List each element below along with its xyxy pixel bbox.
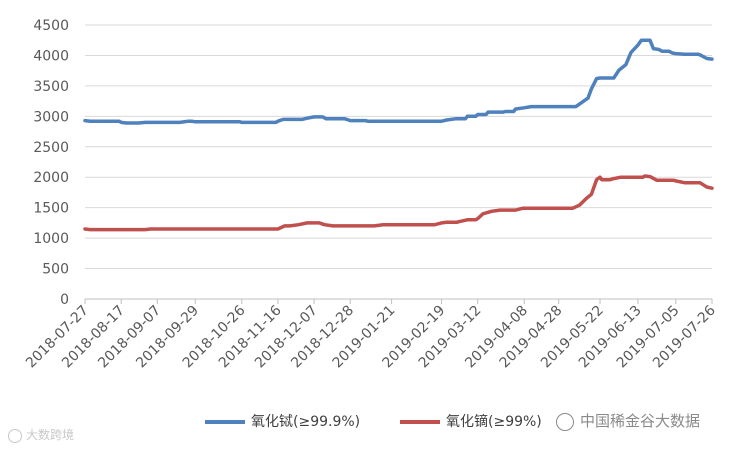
watermark-left-text: 大数跨境 bbox=[26, 428, 75, 442]
watermark-right: 中国稀金谷大数据 bbox=[556, 410, 700, 431]
y-tick-label: 4500 bbox=[33, 18, 69, 34]
watermark-left: 大数跨境 bbox=[8, 426, 74, 443]
wechat-icon bbox=[556, 412, 574, 431]
series-line-1 bbox=[83, 174, 714, 232]
legend-item-dysprosium: 氧化镝(≥99%) bbox=[400, 411, 542, 431]
y-tick-label: 4000 bbox=[33, 48, 69, 64]
watermark-right-text: 中国稀金谷大数据 bbox=[580, 412, 701, 430]
y-tick-label: 1000 bbox=[33, 231, 69, 247]
series-line-0 bbox=[83, 38, 714, 125]
legend-item-terbium: 氧化铽(≥99.9%) bbox=[205, 411, 360, 431]
axes bbox=[84, 298, 713, 304]
y-tick-label: 3500 bbox=[33, 79, 69, 95]
y-tick-label: 3000 bbox=[33, 109, 69, 125]
y-tick-label: 2500 bbox=[33, 140, 69, 156]
y-tick-labels: 0 500 1000 1500 2000 2500 3000 3500 4000 4500 bbox=[33, 18, 69, 308]
legend-swatch-terbium bbox=[205, 420, 245, 424]
gridlines bbox=[85, 24, 712, 270]
legend-label-dysprosium: 氧化镝(≥99%) bbox=[446, 414, 542, 430]
legend-label-terbium: 氧化铽(≥99.9%) bbox=[251, 414, 361, 430]
y-tick-label: 500 bbox=[42, 262, 69, 278]
y-tick-label: 0 bbox=[60, 292, 69, 308]
y-tick-label: 1500 bbox=[33, 201, 69, 217]
y-tick-label: 2000 bbox=[33, 170, 69, 186]
series-lines bbox=[83, 38, 714, 232]
x-tick-labels: 2018-07-272018-08-172018-09-072018-09-29… bbox=[23, 302, 719, 371]
legend-swatch-dysprosium bbox=[400, 420, 440, 424]
watermark-logo-icon bbox=[8, 428, 22, 443]
